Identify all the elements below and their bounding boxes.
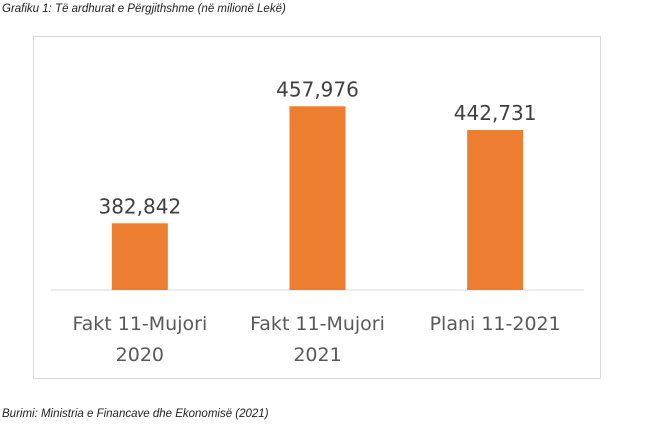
data-label-3: 442,731 [454,101,537,125]
source-note: Burimi: Ministria e Financave dhe Ekonom… [2,408,269,420]
data-label-1: 382,842 [98,194,181,218]
bar-1 [111,223,168,290]
bar-chart: 382,842 Fakt 11-Mujori 2020 457,976 Fakt 11-… [51,77,584,366]
chart-caption: Grafiku 1: Të ardhurat e Përgjithshme (n… [2,3,286,15]
chart-frame: 382,842 Fakt 11-Mujori 2020 457,976 Fakt 11-… [33,36,601,379]
category-label-3-line-1: Plani 11-2021 [430,313,561,335]
category-label-2-line-2: 2021 [293,344,341,366]
category-label-1-line-2: 2020 [116,344,164,366]
bar-3 [467,130,524,290]
category-label-2-line-1: Fakt 11-Mujori [250,313,385,335]
category-label-1-line-1: Fakt 11-Mujori [72,313,207,335]
data-label-2: 457,976 [276,77,359,101]
bar-2 [289,106,346,290]
